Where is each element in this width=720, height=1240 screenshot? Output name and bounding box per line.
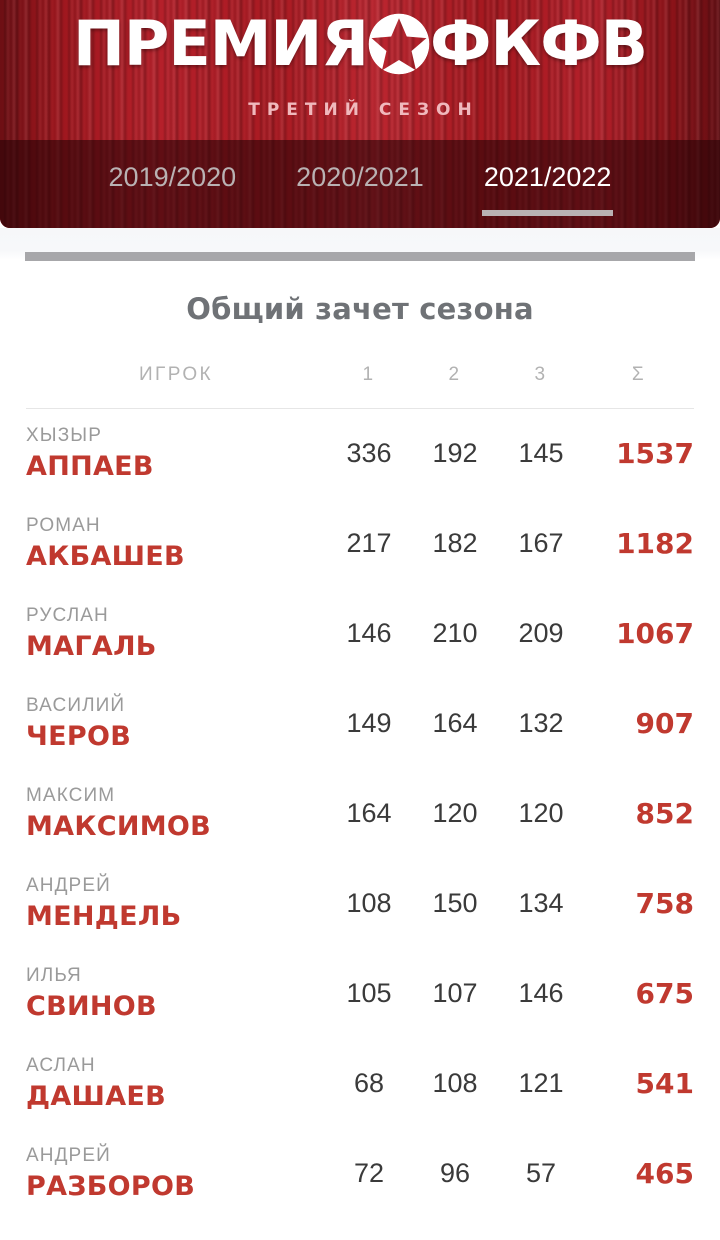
player-first-name: АСЛАН — [26, 1054, 96, 1076]
column-header-round-1: 1 — [326, 364, 412, 409]
round-1-score: 105 — [346, 978, 392, 1008]
player-first-name: ХЫЗЫР — [26, 424, 102, 446]
player-name-cell: РОМАН АКБАШЕВ — [26, 499, 326, 589]
player-last-name: МАКСИМОВ — [26, 810, 212, 842]
player-last-name: МАГАЛЬ — [26, 630, 157, 662]
table-row[interactable]: ИЛЬЯ СВИНОВ 105 107 146 675 — [26, 949, 694, 1039]
total-score: 1537 — [616, 437, 694, 471]
round-3-score: 145 — [518, 438, 564, 469]
player-name-cell: АНДРЕЙ МЕНДЕЛЬ — [26, 859, 326, 949]
round-1-score: 68 — [353, 1068, 385, 1098]
round-2-score: 150 — [432, 888, 478, 918]
column-header-round-3: 3 — [498, 364, 584, 409]
player-last-name: АППАЕВ — [26, 450, 154, 482]
standings-table: ИГРОК 1 2 3 Σ ХЫЗЫР АППАЕВ 336 192 145 1… — [26, 364, 694, 1219]
total-score: 675 — [635, 977, 694, 1010]
tab-season-2019-2020[interactable]: 2019/2020 — [108, 162, 237, 192]
round-3-score: 209 — [518, 618, 564, 648]
table-row[interactable]: ХЫЗЫР АППАЕВ 336 192 145 1537 — [26, 409, 694, 499]
round-1-score: 336 — [346, 438, 392, 469]
table-row[interactable]: АСЛАН ДАШАЕВ 68 108 121 541 — [26, 1039, 694, 1129]
round-2-score: 108 — [432, 1068, 478, 1098]
player-name-cell: ХЫЗЫР АППАЕВ — [26, 409, 326, 499]
round-3-score: 120 — [518, 798, 564, 828]
column-header-player: ИГРОК — [26, 364, 326, 409]
round-3-score: 134 — [518, 888, 564, 918]
logo-block: ПРЕМИЯ ФКФВ ТРЕТИЙ СЕЗОН — [0, 8, 720, 121]
player-last-name: ЧЕРОВ — [26, 720, 132, 752]
table-row[interactable]: АНДРЕЙ РАЗБОРОВ 72 96 57 465 — [26, 1129, 694, 1219]
round-3-score: 167 — [518, 528, 564, 558]
round-1-score: 149 — [346, 708, 392, 738]
standings-table-head: ИГРОК 1 2 3 Σ — [26, 364, 694, 409]
player-last-name: МЕНДЕЛЬ — [26, 900, 182, 932]
player-last-name: СВИНОВ — [26, 990, 157, 1022]
logo-line: ПРЕМИЯ ФКФВ — [0, 8, 720, 80]
total-score: 1182 — [616, 527, 694, 560]
total-score: 465 — [635, 1157, 694, 1190]
page-title: Общий зачет сезона — [186, 292, 534, 326]
total-score: 541 — [635, 1067, 694, 1100]
player-name-cell: ИЛЬЯ СВИНОВ — [26, 949, 326, 1039]
horizontal-scrollbar[interactable] — [25, 252, 695, 261]
round-1-score: 146 — [346, 618, 392, 648]
player-name-cell: МАКСИМ МАКСИМОВ — [26, 769, 326, 859]
logo-word-premiya: ПРЕМИЯ — [73, 7, 369, 80]
season-tabs: 2019/2020 2020/2021 2021/2022 — [0, 140, 720, 228]
round-2-score: 182 — [432, 528, 478, 558]
table-row[interactable]: РУСЛАН МАГАЛЬ 146 210 209 1067 — [26, 589, 694, 679]
total-score: 907 — [635, 707, 694, 740]
round-2-score: 164 — [432, 708, 478, 738]
column-header-total: Σ — [584, 364, 694, 409]
round-3-score: 132 — [518, 708, 564, 738]
round-2-score: 210 — [432, 618, 478, 648]
table-row[interactable]: ВАСИЛИЙ ЧЕРОВ 149 164 132 907 — [26, 679, 694, 769]
round-1-score: 164 — [346, 798, 392, 828]
player-name-cell: АНДРЕЙ РАЗБОРОВ — [26, 1129, 326, 1219]
round-1-score: 217 — [346, 528, 392, 558]
scroll-strip-zone — [0, 228, 720, 261]
player-first-name: ВАСИЛИЙ — [26, 694, 126, 716]
round-2-score: 192 — [432, 438, 478, 469]
round-2-score: 107 — [432, 978, 478, 1008]
player-first-name: РОМАН — [26, 514, 101, 536]
round-1-score: 72 — [353, 1158, 385, 1188]
round-2-score: 96 — [439, 1158, 471, 1188]
total-score: 758 — [635, 887, 694, 920]
main-content: Общий зачет сезона ИГРОК 1 2 3 Σ ХЫЗЫР А… — [0, 260, 720, 1219]
site-header: ПРЕМИЯ ФКФВ ТРЕТИЙ СЕЗОН 2019/2020 — [0, 0, 720, 228]
standings-table-body: ХЫЗЫР АППАЕВ 336 192 145 1537 РОМАН АКБА… — [26, 409, 694, 1219]
round-1-score: 108 — [346, 888, 392, 918]
round-2-score: 120 — [432, 798, 478, 828]
player-name-cell: РУСЛАН МАГАЛЬ — [26, 589, 326, 679]
logo-word-fkfv: ФКФВ — [430, 7, 648, 80]
player-first-name: ИЛЬЯ — [26, 964, 82, 986]
tab-season-2020-2021[interactable]: 2020/2021 — [296, 162, 424, 192]
star-in-circle-icon — [366, 11, 432, 77]
tab-season-2021-2022[interactable]: 2021/2022 — [480, 160, 616, 222]
player-first-name: МАКСИМ — [26, 784, 116, 806]
player-first-name: РУСЛАН — [26, 604, 109, 626]
round-3-score: 146 — [518, 978, 564, 1008]
table-row[interactable]: РОМАН АКБАШЕВ 217 182 167 1182 — [26, 499, 694, 589]
player-name-cell: ВАСИЛИЙ ЧЕРОВ — [26, 679, 326, 769]
table-header-row: ИГРОК 1 2 3 Σ — [26, 364, 694, 409]
column-header-round-2: 2 — [412, 364, 498, 409]
table-row[interactable]: АНДРЕЙ МЕНДЕЛЬ 108 150 134 758 — [26, 859, 694, 949]
player-last-name: ДАШАЕВ — [26, 1080, 167, 1112]
round-3-score: 121 — [518, 1068, 564, 1098]
player-name-cell: АСЛАН ДАШАЕВ — [26, 1039, 326, 1129]
round-3-score: 57 — [525, 1158, 557, 1188]
player-first-name: АНДРЕЙ — [26, 874, 111, 896]
logo-subtitle: ТРЕТИЙ СЕЗОН — [248, 100, 479, 120]
total-score: 852 — [635, 797, 694, 830]
player-first-name: АНДРЕЙ — [26, 1144, 111, 1166]
player-last-name: РАЗБОРОВ — [26, 1170, 196, 1202]
total-score: 1067 — [616, 617, 694, 650]
table-row[interactable]: МАКСИМ МАКСИМОВ 164 120 120 852 — [26, 769, 694, 859]
player-last-name: АКБАШЕВ — [26, 540, 185, 572]
